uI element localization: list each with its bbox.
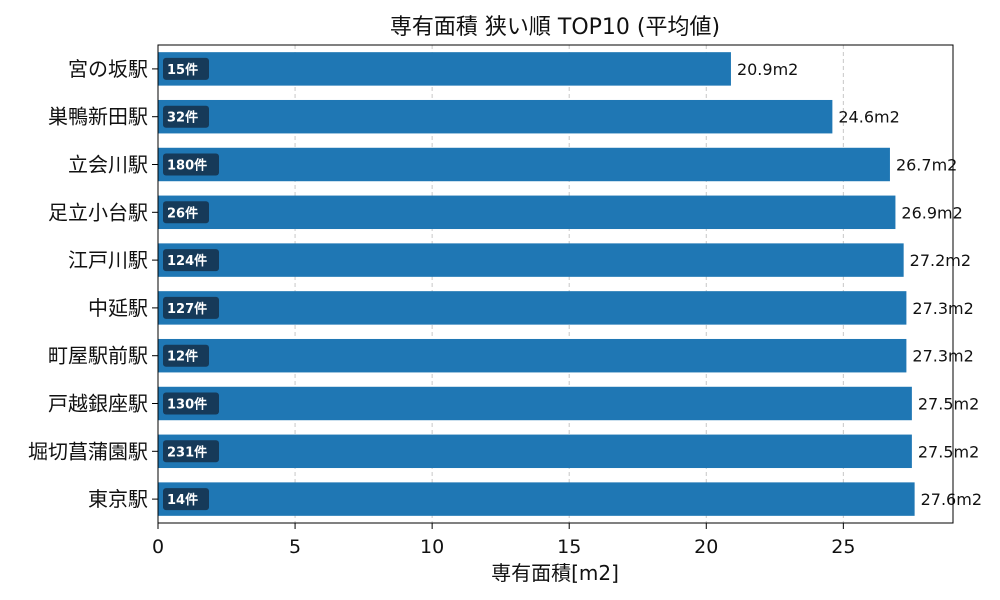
x-tick-label: 10 [420, 536, 444, 558]
bar [158, 196, 895, 229]
value-label: 27.6m2 [921, 490, 982, 509]
x-axis-label: 専有面積[m2] [491, 561, 619, 585]
y-axis-ticks: 宮の坂駅巣鴨新田駅立会川駅足立小台駅江戸川駅中延駅町屋駅前駅戸越銀座駅堀切菖蒲園… [28, 57, 158, 511]
x-tick-label: 0 [152, 536, 164, 558]
count-label: 14件 [167, 492, 198, 508]
bar [158, 100, 832, 133]
value-label: 27.2m2 [910, 251, 971, 270]
value-label: 27.3m2 [912, 347, 973, 366]
value-label: 26.9m2 [901, 203, 962, 222]
count-label: 127件 [167, 301, 207, 317]
count-label: 180件 [167, 158, 207, 174]
x-tick-label: 5 [289, 536, 301, 558]
value-label: 26.7m2 [896, 156, 957, 175]
value-label: 27.3m2 [912, 299, 973, 318]
bar [158, 243, 904, 276]
count-label: 12件 [167, 349, 198, 365]
count-label: 32件 [167, 110, 198, 126]
y-tick-label: 戸越銀座駅 [48, 392, 148, 416]
y-tick-label: 立会川駅 [68, 153, 148, 177]
chart-title: 専有面積 狭い順 TOP10 (平均値) [390, 15, 720, 40]
y-tick-label: 東京駅 [88, 487, 148, 511]
y-tick-label: 巣鴨新田駅 [48, 105, 148, 129]
count-label: 231件 [167, 444, 207, 460]
value-label: 20.9m2 [737, 60, 798, 79]
count-label: 130件 [167, 397, 207, 413]
x-tick-label: 20 [694, 536, 718, 558]
count-label: 124件 [167, 253, 207, 269]
y-tick-label: 町屋駅前駅 [48, 344, 148, 368]
bar [158, 148, 890, 181]
bar [158, 52, 731, 85]
value-label: 27.5m2 [918, 442, 979, 461]
bar [158, 339, 906, 372]
x-tick-label: 15 [557, 536, 581, 558]
y-tick-label: 堀切菖蒲園駅 [28, 439, 148, 463]
value-label: 27.5m2 [918, 395, 979, 414]
y-tick-label: 宮の坂駅 [68, 57, 148, 81]
bars-group: 15件 20.9m2 32件 24.6m2 180件 26.7m2 26件 26.9m2 124… [158, 52, 982, 516]
y-tick-label: 中延駅 [88, 296, 148, 320]
count-label: 15件 [167, 62, 198, 78]
x-tick-label: 25 [831, 536, 855, 558]
bar [158, 482, 915, 515]
y-tick-label: 足立小台駅 [48, 200, 148, 224]
x-axis-ticks: 0 5 10 15 20 25 [152, 523, 855, 558]
bar [158, 291, 906, 324]
count-label: 26件 [167, 205, 198, 221]
bar [158, 435, 912, 468]
bar [158, 387, 912, 420]
y-tick-label: 江戸川駅 [68, 248, 148, 272]
value-label: 24.6m2 [838, 108, 899, 127]
